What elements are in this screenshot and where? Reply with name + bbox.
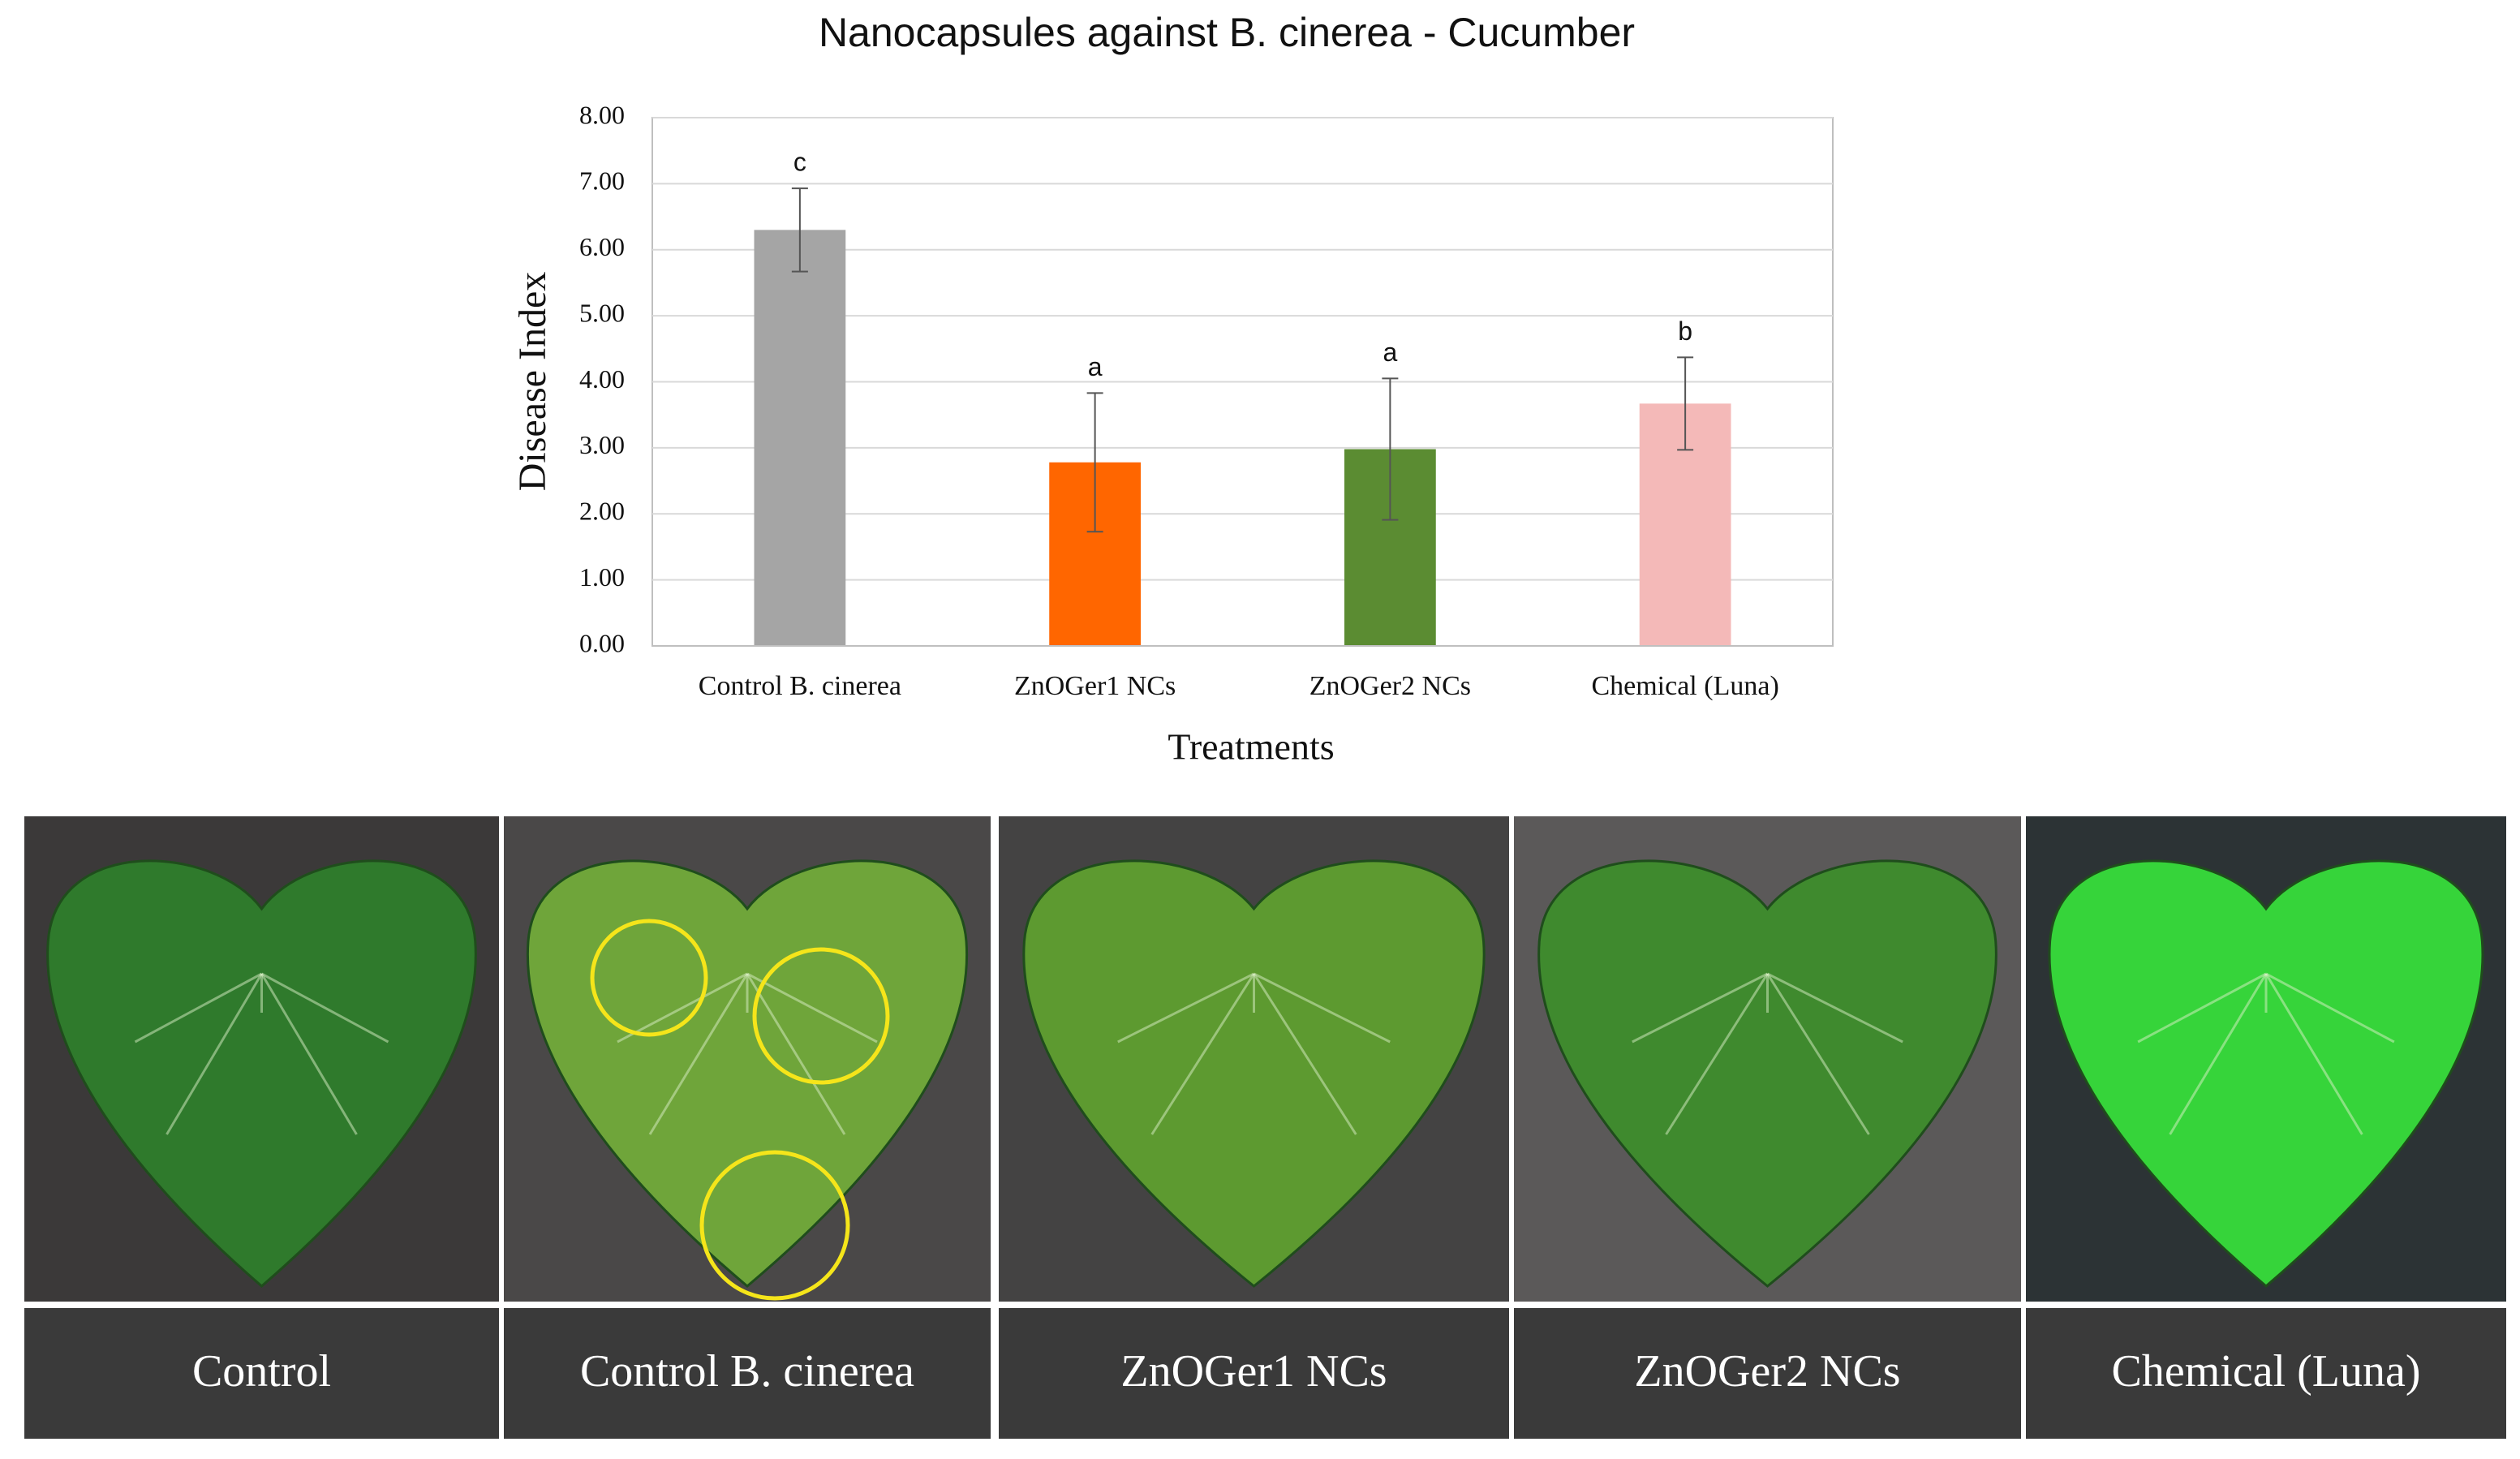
bar: [754, 230, 846, 646]
lesion-marker: [590, 919, 708, 1037]
y-tick-label: 4.00: [579, 364, 625, 394]
x-tick-label: ZnOGer2 NCs: [1309, 671, 1471, 701]
leaf-vein: [1253, 973, 1357, 1135]
y-axis-label: Disease Index: [511, 272, 554, 492]
leaf-vein: [1665, 973, 1769, 1135]
significance-label: a: [1383, 338, 1397, 367]
caption-box: [1514, 1308, 2021, 1439]
y-tick-label: 1.00: [579, 562, 625, 592]
leaf-vein: [2265, 972, 2395, 1044]
leaf: [1537, 859, 1998, 1288]
y-tick-label: 3.00: [579, 430, 625, 459]
leaf-vein: [746, 973, 846, 1135]
leaf-vein: [1117, 972, 1255, 1044]
leaf-vein: [1253, 972, 1391, 1044]
leaf-vein: [260, 972, 389, 1044]
x-tick-label: Control B. cinerea: [699, 671, 901, 701]
leaf-vein: [260, 973, 358, 1135]
leaf-vein: [1766, 972, 1903, 1044]
leaf-vein: [2169, 973, 2268, 1135]
leaf: [526, 859, 969, 1288]
x-axis-label: Treatments: [1168, 726, 1334, 768]
error-bar: [791, 187, 808, 273]
photo-strip: Control Control B. cinerea ZnOGer1 NCs ZnOG…: [24, 816, 2506, 1439]
leaf-vein: [1766, 973, 1870, 1135]
x-tick-label: ZnOGer1 NCs: [1014, 671, 1176, 701]
leaf-vein: [746, 972, 878, 1044]
lesion-marker: [752, 947, 890, 1085]
y-tick-label: 6.00: [579, 232, 625, 261]
leaf: [46, 859, 477, 1288]
caption-box: [24, 1308, 499, 1439]
caption-box: [504, 1308, 991, 1439]
photo-caption: ZnOGer1 NCs: [1120, 1346, 1387, 1397]
leaf-vein: [648, 973, 749, 1135]
caption-box: [999, 1308, 1509, 1439]
leaf-vein: [2137, 972, 2267, 1044]
leaf-vein: [617, 972, 748, 1044]
error-bar: [1677, 356, 1694, 451]
leaf: [1022, 859, 1486, 1288]
caption-box: [2026, 1308, 2506, 1439]
lesion-marker: [699, 1150, 850, 1301]
leaf-vein: [1632, 972, 1769, 1044]
photo-caption: ZnOGer2 NCs: [1634, 1346, 1900, 1397]
y-tick-label: 5.00: [579, 298, 625, 327]
y-tick-label: 7.00: [579, 166, 625, 196]
chart-title: Nanocapsules against B. cinerea - Cucumb…: [819, 10, 1635, 55]
leaf-vein: [1150, 973, 1255, 1135]
photo-caption: Control: [192, 1346, 331, 1397]
significance-label: c: [793, 148, 806, 177]
y-tick-label: 8.00: [579, 100, 625, 129]
y-tick-label: 2.00: [579, 497, 625, 526]
y-tick-label: 0.00: [579, 628, 625, 657]
leaf-vein: [166, 973, 263, 1135]
leaf: [2048, 859, 2484, 1288]
error-bar: [1382, 377, 1399, 521]
leaf-vein: [2264, 973, 2363, 1135]
photo-caption: Control B. cinerea: [580, 1346, 914, 1397]
photo-caption: Chemical (Luna): [2112, 1346, 2421, 1397]
x-tick-label: Chemical (Luna): [1591, 671, 1778, 701]
leaf-vein: [134, 972, 263, 1044]
significance-label: b: [1678, 316, 1692, 346]
error-bar: [1086, 392, 1103, 533]
significance-label: a: [1088, 352, 1103, 381]
